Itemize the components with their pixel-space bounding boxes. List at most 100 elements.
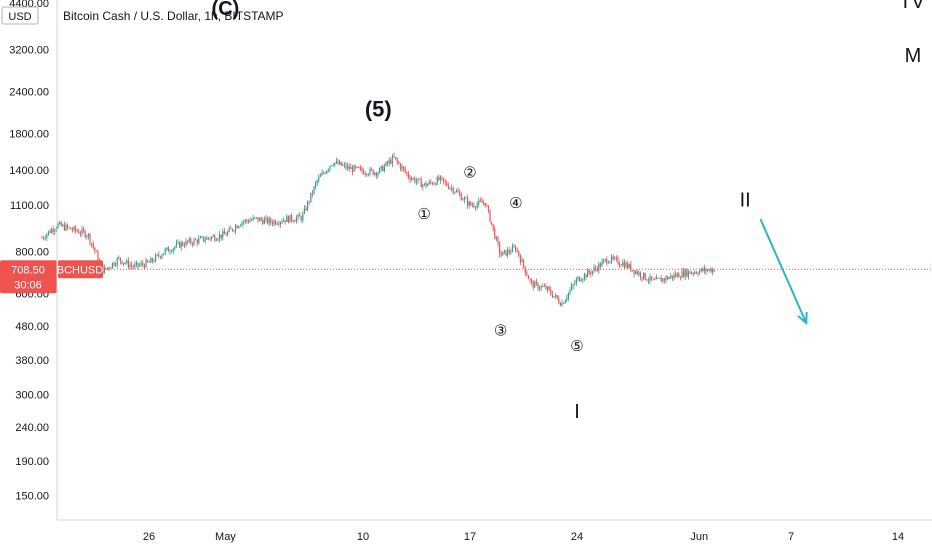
candle-body bbox=[281, 221, 283, 223]
candle-body bbox=[235, 225, 237, 231]
candle-body bbox=[676, 273, 678, 277]
candle-body bbox=[564, 300, 566, 304]
candle-body bbox=[209, 238, 211, 240]
candle-body bbox=[550, 289, 552, 294]
candle-body bbox=[158, 254, 160, 257]
candle-body bbox=[641, 277, 643, 279]
candle-body bbox=[75, 226, 77, 231]
candle-body bbox=[79, 233, 81, 235]
candle-body bbox=[175, 243, 177, 247]
candle-body bbox=[555, 295, 557, 297]
candle-body bbox=[337, 161, 339, 165]
time-axis[interactable]: 26 May 10 17 24 Jun 7 14 bbox=[143, 531, 904, 543]
candle-body bbox=[479, 200, 481, 202]
candle-body bbox=[417, 178, 419, 182]
candle-body bbox=[390, 160, 392, 164]
candle-body bbox=[204, 239, 206, 241]
time-tick-label: 24 bbox=[571, 531, 583, 543]
candle-body bbox=[377, 173, 379, 176]
candle-body bbox=[465, 197, 467, 199]
candle-body bbox=[588, 270, 590, 273]
candle-body bbox=[460, 193, 462, 200]
candle-body bbox=[81, 229, 83, 234]
candle-body bbox=[358, 166, 360, 169]
price-tick-label: 150.00 bbox=[15, 491, 49, 503]
candle-body bbox=[542, 286, 544, 287]
candle-body bbox=[471, 205, 473, 207]
candle-body bbox=[566, 297, 568, 301]
price-tick-label: 2400.00 bbox=[9, 86, 49, 98]
candle-body bbox=[407, 173, 409, 178]
currency-unit-box[interactable] bbox=[1, 6, 39, 25]
currency-unit-label: USD bbox=[8, 11, 31, 23]
candle-body bbox=[431, 182, 433, 185]
candle-body bbox=[295, 217, 297, 222]
candle-body bbox=[367, 174, 369, 176]
candle-body bbox=[695, 272, 697, 274]
candle-body bbox=[691, 272, 693, 274]
candle-body bbox=[644, 272, 646, 280]
candle-body bbox=[529, 279, 531, 281]
candle-body bbox=[294, 221, 296, 223]
chart-title: Bitcoin Cash / U.S. Dollar, 1h, BITSTAMP bbox=[63, 9, 284, 23]
candle-body bbox=[284, 220, 286, 222]
candle-body bbox=[60, 222, 62, 226]
candle-body bbox=[227, 231, 229, 236]
candle-body bbox=[161, 255, 163, 258]
price-axis[interactable]: 4400.00 3200.00 2400.00 1800.00 1400.00 1100.… bbox=[9, 0, 49, 503]
candle-body bbox=[468, 202, 470, 206]
candle-body bbox=[123, 263, 125, 264]
candle-body bbox=[198, 238, 200, 244]
candle-body bbox=[575, 279, 577, 284]
candle-body bbox=[689, 271, 691, 274]
candle-body bbox=[351, 167, 353, 172]
candle-body bbox=[526, 272, 528, 276]
candle-body bbox=[452, 187, 454, 193]
price-tick-label: 3200.00 bbox=[9, 45, 49, 57]
candle-body bbox=[131, 265, 133, 267]
candle-body bbox=[403, 166, 405, 169]
bar-countdown: 30:06 bbox=[14, 279, 42, 291]
candle-body bbox=[647, 280, 649, 282]
candle-body bbox=[163, 253, 165, 256]
last-price-badge bbox=[0, 260, 57, 294]
corner-label-tv: TV bbox=[899, 0, 925, 13]
candle-body bbox=[449, 187, 451, 189]
candle-body bbox=[436, 177, 438, 185]
candle-body bbox=[577, 277, 579, 280]
candle-body bbox=[180, 242, 182, 248]
wave-label: ③ bbox=[494, 322, 507, 339]
candle-body bbox=[395, 157, 397, 159]
candle-body bbox=[129, 265, 131, 267]
candle-body bbox=[356, 166, 358, 168]
candle-body bbox=[166, 247, 168, 250]
candle-body bbox=[246, 219, 248, 222]
price-tick-label: 380.00 bbox=[15, 355, 49, 367]
candle-body bbox=[327, 169, 329, 171]
candle-body bbox=[439, 176, 441, 181]
candle-body bbox=[659, 278, 661, 279]
candle-body bbox=[310, 192, 312, 202]
candle-body bbox=[713, 269, 715, 272]
candle-body bbox=[326, 170, 328, 174]
candle-body bbox=[507, 249, 509, 256]
candle-body bbox=[238, 226, 240, 228]
candle-body bbox=[462, 199, 464, 201]
candle-body bbox=[339, 161, 341, 165]
candle-body bbox=[385, 161, 387, 166]
candle-body bbox=[342, 164, 344, 166]
candle-body bbox=[167, 247, 169, 252]
candle-body bbox=[665, 276, 667, 281]
candle-body bbox=[305, 208, 307, 211]
candle-body bbox=[559, 303, 561, 306]
candle-body bbox=[620, 264, 622, 266]
candle-body bbox=[366, 173, 368, 175]
candle-body bbox=[415, 181, 417, 183]
candle-body bbox=[268, 218, 270, 224]
candle-body bbox=[404, 168, 406, 172]
candle-body bbox=[638, 272, 640, 275]
candle-body bbox=[273, 220, 275, 225]
candle-body bbox=[217, 239, 219, 240]
candle-body bbox=[700, 268, 702, 271]
